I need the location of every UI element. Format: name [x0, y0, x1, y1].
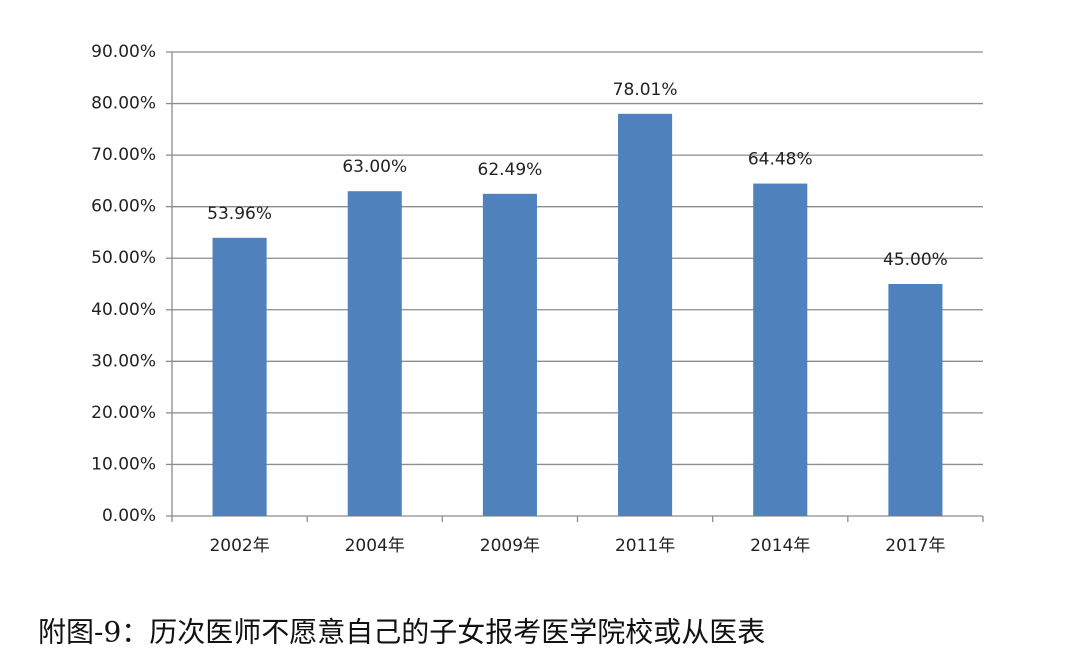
bar	[482, 193, 537, 516]
bar	[753, 183, 808, 517]
y-tick-label: 60.00%	[91, 197, 156, 217]
y-tick-label: 0.00%	[102, 506, 156, 526]
value-label: 53.96%	[207, 204, 272, 224]
y-tick-label: 50.00%	[91, 248, 156, 268]
x-tick-label: 2002年	[209, 536, 269, 556]
x-tick-label: 2017年	[885, 536, 945, 556]
y-tick-label: 10.00%	[91, 454, 156, 474]
value-label: 78.01%	[613, 80, 678, 100]
y-tick-label: 40.00%	[91, 300, 156, 320]
bar	[212, 237, 267, 517]
x-tick-label: 2014年	[750, 536, 810, 556]
value-label: 64.48%	[748, 150, 813, 170]
bar	[888, 284, 943, 516]
y-tick-label: 30.00%	[91, 351, 156, 371]
value-label: 45.00%	[883, 250, 948, 270]
x-tick-label: 2009年	[480, 536, 540, 556]
value-label: 63.00%	[342, 157, 407, 177]
bar	[347, 191, 402, 516]
y-tick-label: 20.00%	[91, 403, 156, 423]
bar	[618, 113, 673, 516]
y-tick-label: 90.00%	[91, 42, 156, 62]
x-tick-label: 2011年	[615, 536, 675, 556]
y-tick-label: 70.00%	[91, 145, 156, 165]
y-tick-label: 80.00%	[91, 94, 156, 114]
x-tick-label: 2004年	[345, 536, 405, 556]
value-label: 62.49%	[478, 160, 543, 180]
caption: 附图-9：历次医师不愿意自己的子女报考医学院校或从医表	[38, 616, 765, 649]
